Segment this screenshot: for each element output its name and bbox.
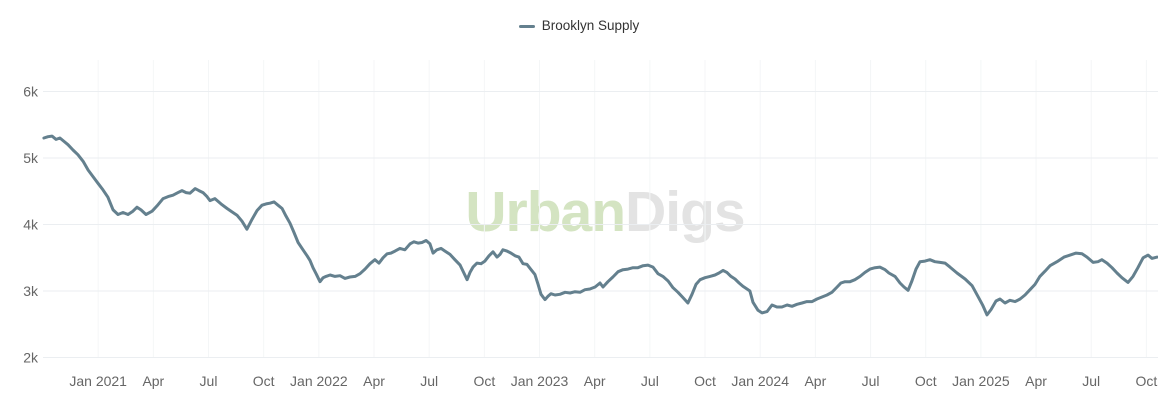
legend-line-marker-icon — [518, 24, 535, 28]
x-tick-label: Jul — [420, 373, 438, 389]
y-tick-label: 5k — [23, 150, 39, 166]
x-tick-label: Apr — [363, 373, 385, 389]
y-tick-label: 2k — [23, 350, 39, 366]
y-tick-label: 6k — [23, 84, 39, 100]
x-tick-label: Jul — [1082, 373, 1100, 389]
legend-item-brooklyn-supply[interactable]: Brooklyn Supply — [0, 18, 1158, 34]
x-tick-label: Jan 2021 — [69, 373, 127, 389]
x-tick-label: Apr — [584, 373, 606, 389]
x-tick-label: Apr — [804, 373, 826, 389]
x-tick-label: Apr — [142, 373, 164, 389]
x-tick-label: Oct — [1136, 373, 1158, 389]
x-tick-label: Oct — [915, 373, 937, 389]
x-tick-label: Jul — [641, 373, 659, 389]
x-tick-label: Oct — [253, 373, 275, 389]
gridlines-vertical — [97, 60, 1147, 358]
x-tick-label: Jan 2024 — [731, 373, 789, 389]
x-tick-label: Jul — [862, 373, 880, 389]
x-tick-label: Jul — [200, 373, 218, 389]
x-tick-label: Oct — [694, 373, 716, 389]
x-axis-labels: Jan 2021 Apr Jul Oct Jan 2022 Apr Jul Oct Jan 20… — [69, 373, 1157, 389]
legend-label: Brooklyn Supply — [541, 18, 640, 33]
x-tick-label: Apr — [1025, 373, 1047, 389]
x-tick-label: Jan 2025 — [952, 373, 1010, 389]
y-axis-labels: 2k 3k 4k 5k 6k — [23, 84, 39, 366]
y-tick-label: 3k — [23, 283, 39, 299]
x-tick-label: Oct — [473, 373, 495, 389]
x-tick-label: Jan 2023 — [511, 373, 569, 389]
y-tick-label: 4k — [23, 217, 39, 233]
x-tick-label: Jan 2022 — [290, 373, 348, 389]
series-line-brooklyn-supply[interactable] — [42, 134, 1158, 317]
gridlines-horizontal — [43, 91, 1158, 358]
